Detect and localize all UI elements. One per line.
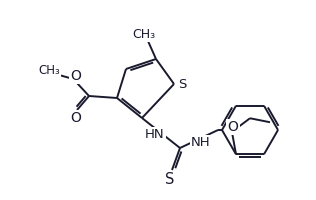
Text: NH: NH bbox=[191, 136, 211, 150]
Text: CH₃: CH₃ bbox=[38, 64, 60, 77]
Text: O: O bbox=[228, 120, 239, 134]
Text: O: O bbox=[70, 69, 82, 83]
Text: O: O bbox=[70, 111, 82, 125]
Text: S: S bbox=[165, 172, 175, 188]
Text: S: S bbox=[178, 77, 186, 90]
Text: CH₃: CH₃ bbox=[132, 27, 155, 40]
Text: HN: HN bbox=[145, 129, 165, 142]
